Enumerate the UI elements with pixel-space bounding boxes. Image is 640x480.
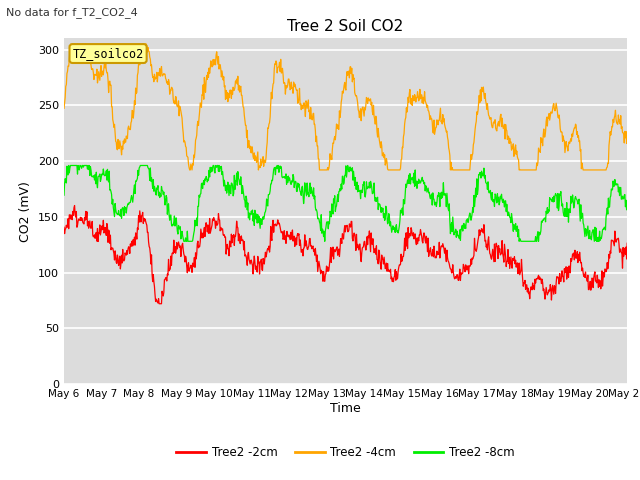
Legend: Tree2 -2cm, Tree2 -4cm, Tree2 -8cm: Tree2 -2cm, Tree2 -4cm, Tree2 -8cm [172, 442, 520, 464]
Y-axis label: CO2 (mV): CO2 (mV) [19, 181, 33, 241]
Text: No data for f_T2_CO2_4: No data for f_T2_CO2_4 [6, 7, 138, 18]
X-axis label: Time: Time [330, 402, 361, 415]
Title: Tree 2 Soil CO2: Tree 2 Soil CO2 [287, 20, 404, 35]
Text: TZ_soilco2: TZ_soilco2 [72, 47, 144, 60]
